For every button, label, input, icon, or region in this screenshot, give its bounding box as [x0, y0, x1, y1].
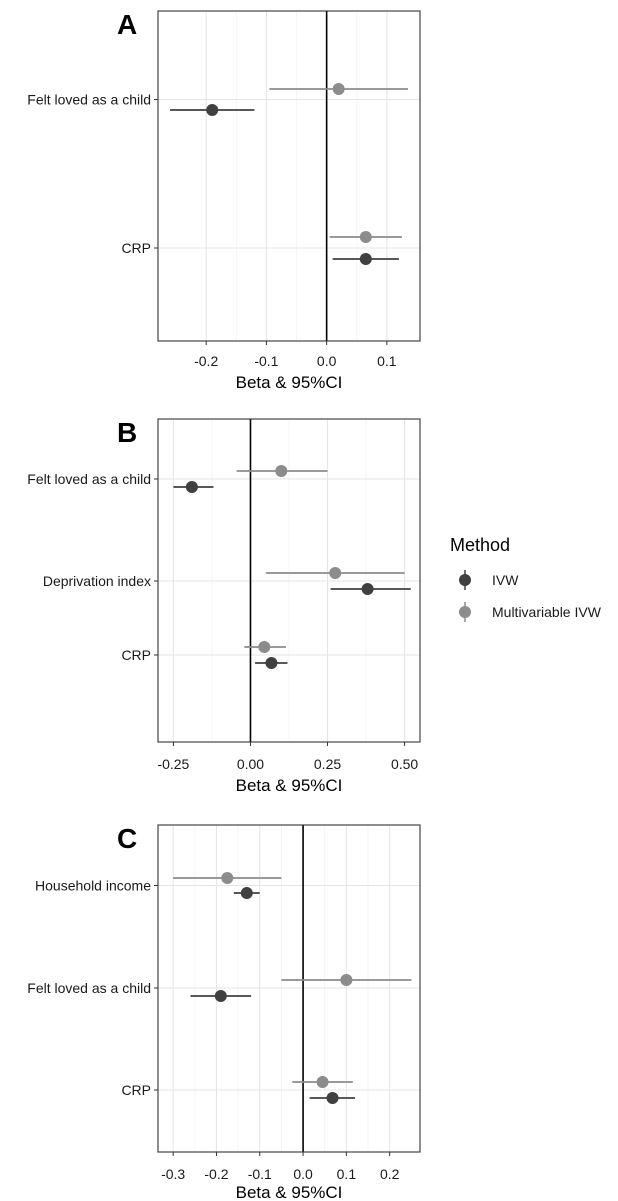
- x-tick-label: -0.1: [254, 353, 278, 369]
- point-estimate: [329, 567, 342, 579]
- legend-mvivw-key-dot: [459, 606, 471, 618]
- category-label: Deprivation index: [43, 573, 151, 589]
- point-estimate: [359, 231, 372, 243]
- point-estimate: [258, 641, 271, 653]
- x-tick-label: -0.2: [204, 1166, 228, 1182]
- panel-c: Household income Felt loved as a child CRP…: [27, 823, 421, 1201]
- legend-ivw-label: IVW: [492, 572, 519, 588]
- x-tick-label: -0.3: [161, 1166, 185, 1182]
- x-tick-label: 0.1: [337, 1166, 357, 1182]
- legend-title: Method: [450, 535, 510, 555]
- panel-letter: A: [117, 9, 137, 40]
- x-axis-title: Beta & 95%CI: [236, 373, 343, 392]
- point-estimate: [316, 1076, 329, 1088]
- panel-b: Felt loved as a child Deprivation index CR…: [27, 417, 421, 795]
- category-label: Felt loved as a child: [27, 471, 151, 487]
- legend: Method IVW Multivariable IVW: [450, 535, 602, 622]
- point-estimate: [265, 657, 278, 669]
- x-tick-label: -0.2: [194, 353, 218, 369]
- point-estimate: [340, 974, 353, 986]
- point-estimate: [214, 990, 227, 1002]
- category-label: CRP: [121, 1082, 151, 1098]
- category-label: Felt loved as a child: [27, 980, 151, 996]
- x-tick-label: -0.1: [248, 1166, 272, 1182]
- x-tick-label: -0.25: [157, 756, 189, 772]
- x-axis-title: Beta & 95%CI: [236, 1183, 343, 1201]
- category-label: Household income: [35, 878, 151, 894]
- panel-border: [157, 10, 421, 342]
- panel-letter: B: [117, 417, 137, 448]
- panel-letter: C: [117, 823, 137, 854]
- point-estimate: [240, 887, 253, 899]
- category-label: CRP: [121, 240, 151, 256]
- x-tick-label: 0.1: [377, 353, 397, 369]
- x-tick-label: 0.0: [317, 353, 337, 369]
- point-estimate: [326, 1092, 339, 1104]
- point-estimate: [185, 481, 198, 493]
- point-estimate: [361, 583, 374, 595]
- legend-mvivw-label: Multivariable IVW: [492, 604, 602, 620]
- x-tick-label: 0.50: [391, 756, 418, 772]
- panel-a: Felt loved as a child CRP -0.2 -0.1 0.0 0.1 Be…: [27, 9, 421, 392]
- point-estimate: [332, 83, 345, 95]
- point-estimate: [359, 253, 372, 265]
- category-label: CRP: [121, 647, 151, 663]
- x-tick-label: 0.2: [380, 1166, 400, 1182]
- x-tick-label: 0.25: [314, 756, 341, 772]
- x-tick-label: 0.0: [293, 1166, 313, 1182]
- point-estimate: [275, 465, 288, 477]
- point-estimate: [206, 104, 219, 116]
- legend-ivw-key-dot: [459, 574, 471, 586]
- x-axis-title: Beta & 95%CI: [236, 776, 343, 795]
- point-estimate: [221, 872, 234, 884]
- category-label: Felt loved as a child: [27, 92, 151, 108]
- x-tick-label: 0.00: [237, 756, 264, 772]
